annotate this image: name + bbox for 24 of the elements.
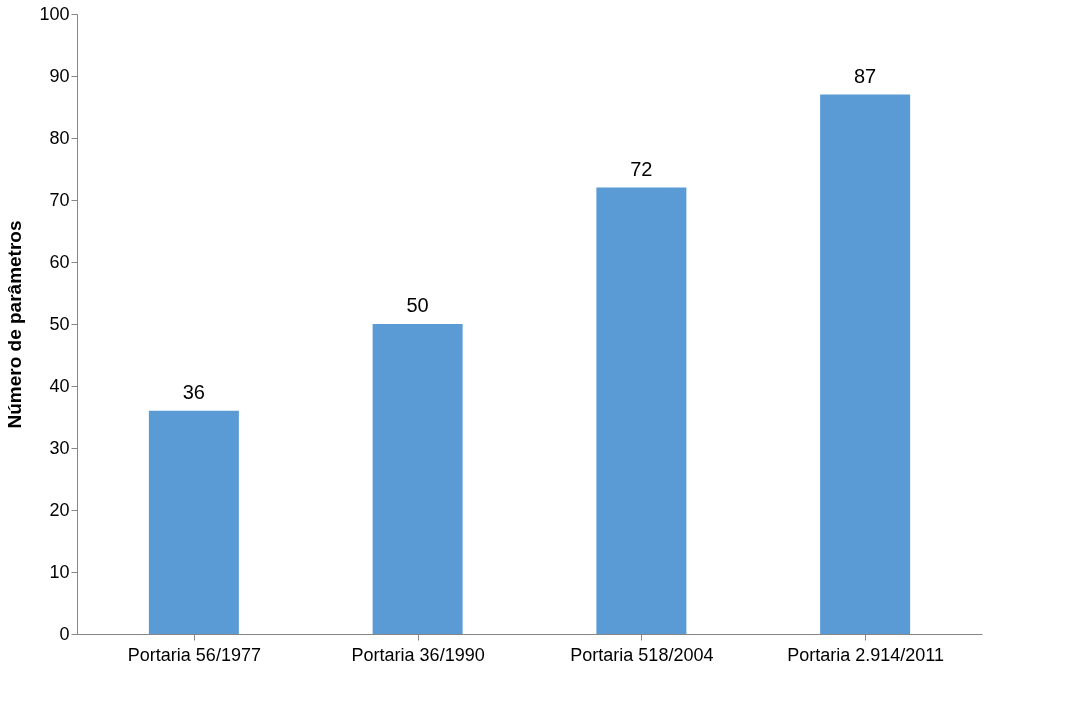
data-label: 87 bbox=[854, 64, 877, 87]
y-tick-label: 30 bbox=[49, 437, 70, 458]
bar bbox=[148, 410, 239, 634]
x-tick-label: Portaria 36/1990 bbox=[351, 644, 485, 665]
y-tick-label: 60 bbox=[49, 251, 70, 272]
x-tick-label: Portaria 2.914/2011 bbox=[787, 644, 945, 665]
y-tick-label: 40 bbox=[49, 375, 70, 396]
bar bbox=[820, 94, 911, 634]
bar bbox=[372, 324, 463, 634]
y-tick-label: 100 bbox=[39, 3, 70, 24]
y-tick-label: 70 bbox=[49, 189, 70, 210]
y-tick-label: 10 bbox=[49, 561, 70, 582]
data-label: 36 bbox=[182, 380, 205, 403]
y-axis-title: Número de parâmetros bbox=[4, 220, 26, 429]
x-tick-label: Portaria 56/1977 bbox=[127, 644, 261, 665]
y-tick-label: 50 bbox=[49, 313, 70, 334]
data-label: 72 bbox=[630, 157, 653, 180]
y-tick-label: 80 bbox=[49, 127, 70, 148]
data-label: 50 bbox=[406, 294, 429, 316]
y-tick-label: 20 bbox=[49, 499, 70, 520]
y-tick-label: 0 bbox=[59, 623, 70, 644]
y-tick-label: 90 bbox=[49, 65, 70, 86]
x-tick-label: Portaria 518/2004 bbox=[570, 644, 714, 665]
bar bbox=[596, 187, 687, 634]
